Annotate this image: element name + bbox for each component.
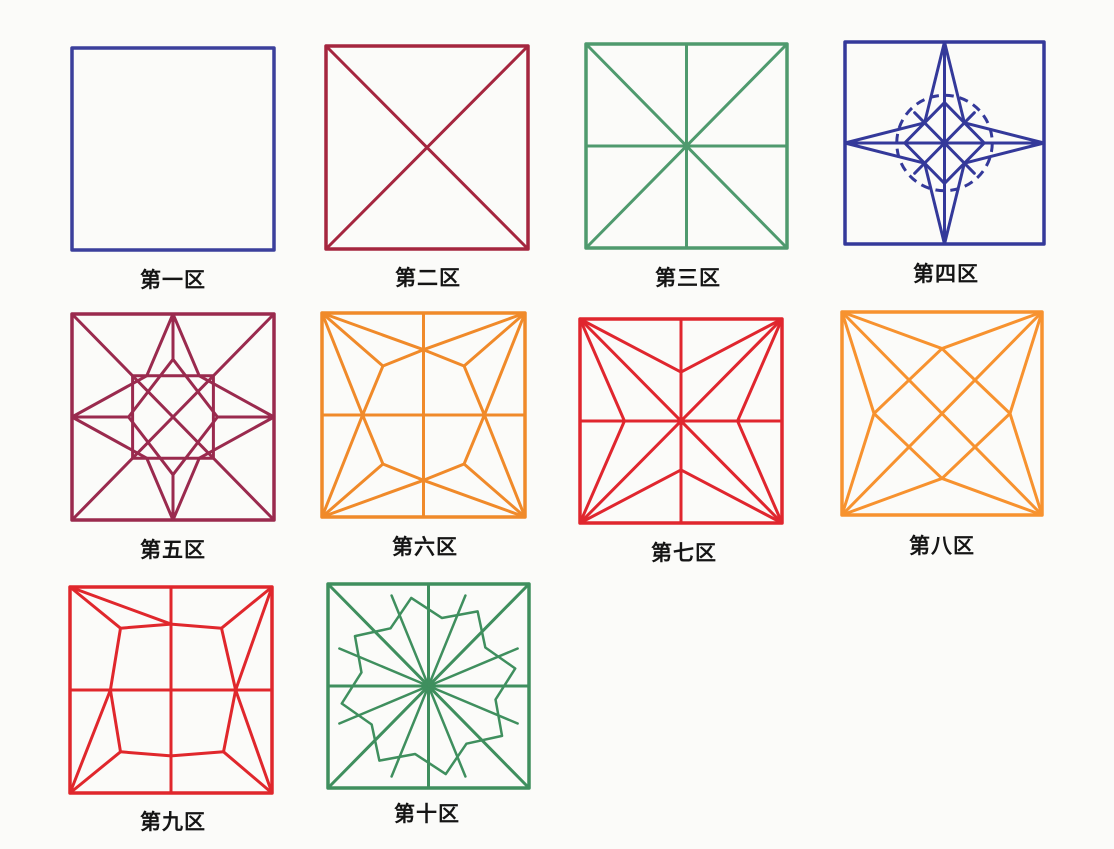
panel-label-4: 第四区 (881, 258, 1011, 288)
panel-3-rice-grid (586, 44, 787, 248)
corner-ray (424, 480, 526, 517)
corner-ray (322, 480, 424, 517)
panel-10-star-burst-grid (328, 584, 529, 788)
panel-label-3: 第三区 (623, 262, 753, 292)
radial-ray (360, 617, 428, 686)
corner-ray (484, 313, 525, 415)
radial-ray (360, 686, 428, 755)
panel-label-2: 第二区 (363, 262, 493, 292)
panel-7-pinwheel-grid (580, 319, 782, 523)
panel-4-star-grid (845, 42, 1044, 244)
panel-label-7: 第七区 (619, 537, 749, 567)
corner-ray (322, 415, 363, 517)
panel-8-diamond-star-grid (842, 312, 1042, 515)
panel-5-octagon-star-grid (72, 314, 274, 520)
radial-ray (429, 617, 497, 686)
radial-ray (429, 686, 497, 755)
panel-label-8: 第八区 (877, 530, 1007, 560)
panel-label-10: 第十区 (362, 798, 492, 828)
panel-9-corner-ray-grid (70, 587, 272, 793)
corner-ray (484, 415, 525, 517)
corner-ray (70, 587, 121, 628)
panel-label-1: 第一区 (108, 264, 238, 294)
corner-ray (70, 587, 171, 624)
panel-label-5: 第五区 (108, 534, 238, 564)
panel-6-radiating-grid (322, 313, 525, 517)
panel-2-diagonal-grid (326, 46, 528, 249)
corner-ray (424, 313, 526, 350)
corner-ray (322, 313, 424, 350)
panel-label-9: 第九区 (108, 806, 238, 836)
panel-label-6: 第六区 (360, 531, 490, 561)
panel-1-frame-grid (72, 48, 274, 250)
corner-ray (322, 313, 363, 415)
outer-frame (72, 48, 274, 250)
